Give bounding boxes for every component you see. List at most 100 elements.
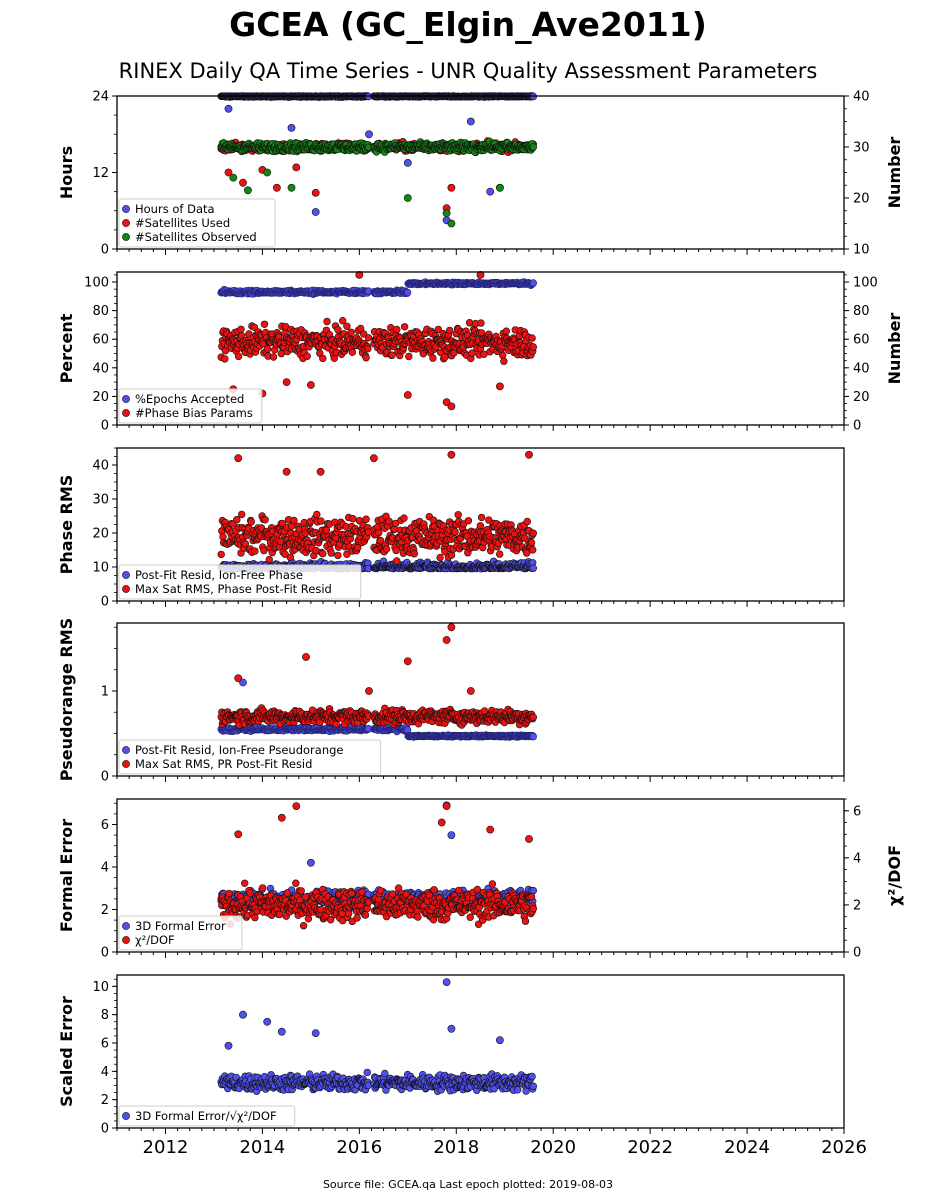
data-point — [349, 514, 357, 523]
data-point — [282, 378, 291, 386]
y-tick-label: 30 — [92, 493, 109, 508]
data-point — [529, 732, 537, 741]
legend-label: %Epochs Accepted — [135, 392, 244, 406]
data-point — [442, 398, 451, 406]
data-point — [528, 546, 537, 554]
data-point — [499, 351, 507, 359]
data-point — [311, 188, 320, 197]
y-right-tick-label: 20 — [853, 192, 870, 207]
data-point — [450, 349, 458, 357]
data-point — [523, 517, 531, 526]
data-point — [393, 557, 401, 565]
data-point — [237, 325, 245, 333]
data-point — [477, 319, 485, 327]
data-point — [410, 549, 418, 558]
panels: 0 12 24 10 20 30 40 Number Hours Hours of Data#Sa… — [57, 90, 904, 1159]
data-point — [347, 328, 355, 336]
data-point — [238, 510, 246, 519]
data-point — [292, 163, 301, 172]
data-point — [486, 187, 495, 196]
legend: %Epochs Accepted#Phase Bias Params — [118, 388, 263, 424]
data-point — [364, 528, 373, 536]
data-point — [303, 352, 311, 360]
data-point — [319, 549, 327, 558]
data-point — [454, 511, 462, 519]
data-point — [348, 348, 356, 356]
data-point — [392, 546, 400, 555]
y-tick-label: 0 — [101, 595, 109, 610]
data-point — [451, 528, 459, 536]
y-tick-label: 20 — [92, 527, 109, 542]
data-point — [436, 553, 444, 562]
data-point — [234, 352, 243, 361]
data-point — [243, 186, 252, 195]
data-point — [224, 104, 233, 113]
y-axis-label: Hours — [57, 146, 76, 199]
data-point — [239, 178, 247, 187]
data-point — [313, 510, 321, 519]
y-right-tick-label: 0 — [853, 419, 861, 434]
data-point — [327, 549, 335, 557]
data-point — [319, 354, 327, 363]
data-point — [477, 513, 486, 522]
data-point — [495, 382, 504, 391]
data-point — [447, 183, 456, 192]
legend-label: Hours of Data — [135, 202, 215, 216]
figure-subtitle: RINEX Daily QA Time Series - UNR Quality… — [119, 59, 818, 83]
data-point — [323, 317, 331, 326]
legend: Hours of Data#Satellites Used#Satellites… — [118, 198, 276, 248]
y-tick-label: 40 — [92, 361, 109, 376]
data-point — [233, 515, 241, 524]
y-right-tick-label: 10 — [853, 243, 870, 258]
data-point — [529, 143, 537, 151]
data-point — [529, 529, 537, 537]
data-point — [286, 553, 295, 562]
data-point — [502, 327, 510, 335]
data-point — [496, 550, 504, 558]
legend-marker — [122, 395, 130, 403]
y-axis-label-right: Number — [885, 313, 904, 385]
data-point — [429, 354, 437, 362]
data-point — [369, 454, 378, 463]
data-point — [446, 326, 454, 335]
data-point — [400, 323, 409, 331]
y-tick-label: 20 — [92, 390, 109, 405]
data-point — [447, 219, 456, 228]
y-right-tick-label: 40 — [853, 90, 870, 105]
y-right-tick-label: 30 — [853, 141, 870, 156]
data-point — [261, 516, 269, 524]
data-point — [322, 526, 331, 534]
data-point — [269, 353, 278, 361]
data-point — [362, 354, 370, 362]
data-point — [405, 352, 413, 361]
data-point — [525, 450, 533, 459]
y-tick-label: 0 — [101, 419, 109, 434]
data-point — [466, 117, 475, 126]
data-point — [260, 320, 269, 328]
series-2 — [217, 450, 537, 565]
legend-marker — [122, 409, 130, 417]
data-point — [316, 467, 325, 476]
data-point — [364, 345, 372, 353]
data-point — [343, 322, 351, 330]
data-point — [447, 450, 456, 459]
data-point — [529, 279, 537, 287]
data-point — [527, 538, 536, 547]
y-right-tick-label: 60 — [853, 333, 870, 348]
data-points — [217, 623, 537, 741]
y-tick-label: 24 — [92, 90, 109, 105]
data-point — [287, 124, 296, 132]
legend-label: #Phase Bias Params — [135, 406, 253, 420]
y-right-tick-label: 80 — [853, 304, 870, 319]
data-point — [265, 555, 273, 564]
y-tick-label: 12 — [92, 166, 109, 181]
data-point — [306, 381, 315, 389]
data-point — [311, 208, 320, 216]
data-point — [317, 517, 325, 525]
y-axis-label: Phase RMS — [57, 475, 76, 575]
data-point — [382, 545, 391, 553]
